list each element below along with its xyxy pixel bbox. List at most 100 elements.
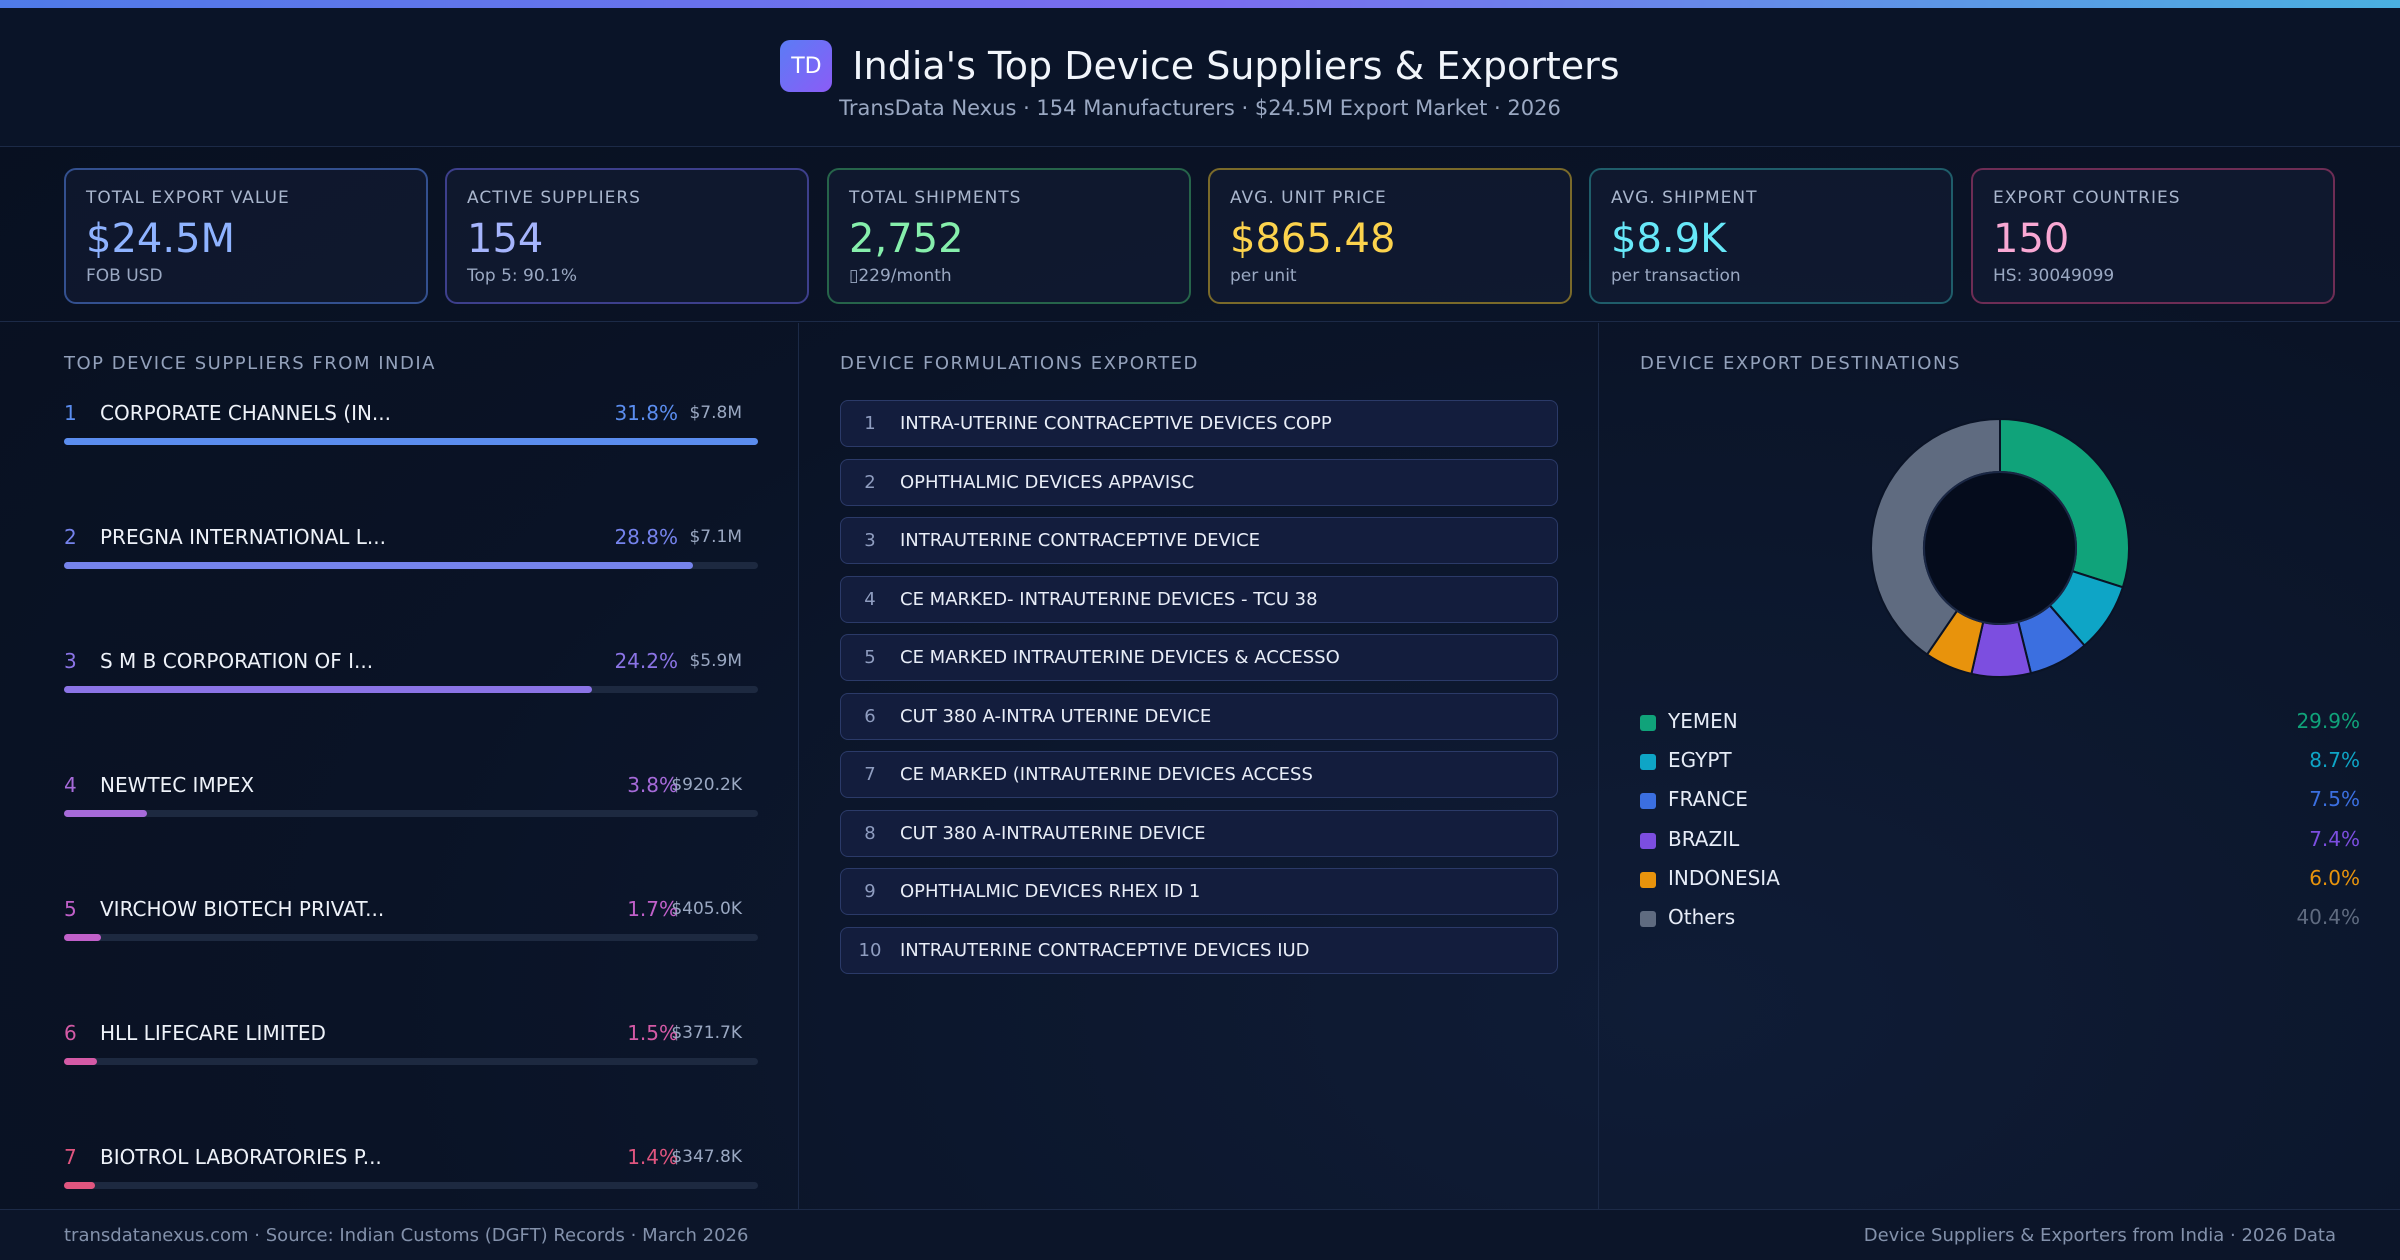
supplier-value: $405.0K <box>671 899 742 919</box>
formulation-item[interactable]: 7 CE MARKED (INTRAUTERINE DEVICES ACCESS <box>840 751 1558 798</box>
kpi-strip: TOTAL EXPORT VALUE $24.5M FOB USD ACTIVE… <box>0 148 2400 322</box>
legend-item-yemen[interactable]: YEMEN 29.9% <box>1640 709 2360 739</box>
supplier-share: 31.8% <box>614 401 678 425</box>
supplier-bar-fill <box>64 562 693 569</box>
panel-divider <box>798 323 799 1209</box>
supplier-value: $7.8M <box>689 403 742 423</box>
supplier-share: 3.8% <box>627 773 678 797</box>
formulation-item[interactable]: 3 INTRAUTERINE CONTRACEPTIVE DEVICE <box>840 517 1558 564</box>
supplier-rank: 3 <box>64 649 77 673</box>
kpi-sub: per unit <box>1230 266 1297 286</box>
formulation-item[interactable]: 4 CE MARKED- INTRAUTERINE DEVICES - TCU 3… <box>840 576 1558 623</box>
formulation-item[interactable]: 8 CUT 380 A-INTRAUTERINE DEVICE <box>840 810 1558 857</box>
supplier-bar-fill <box>64 810 147 817</box>
kpi-value: 154 <box>467 216 544 262</box>
legend-label: INDONESIA <box>1668 866 1780 890</box>
kpi-label: ACTIVE SUPPLIERS <box>467 188 641 208</box>
formulation-number: 7 <box>864 764 876 785</box>
supplier-row[interactable]: 4 NEWTEC IMPEX 3.8% $920.2K <box>64 773 758 833</box>
supplier-bar-fill <box>64 686 593 693</box>
panel-divider <box>1598 323 1599 1209</box>
kpi-value: $24.5M <box>86 216 236 262</box>
formulation-number: 10 <box>858 940 882 961</box>
supplier-share: 1.7% <box>627 897 678 921</box>
supplier-row[interactable]: 1 CORPORATE CHANNELS (IN... 31.8% $7.8M <box>64 401 758 461</box>
legend-item-france[interactable]: FRANCE 7.5% <box>1640 787 2360 817</box>
donut-center <box>1923 471 2077 625</box>
kpi-sub: per transaction <box>1611 266 1741 286</box>
supplier-bar-track <box>64 562 758 569</box>
formulation-number: 5 <box>864 647 876 668</box>
legend-percent: 7.4% <box>2309 827 2360 851</box>
formulation-number: 8 <box>864 823 876 844</box>
supplier-name: HLL LIFECARE LIMITED <box>100 1021 326 1045</box>
legend-item-others[interactable]: Others 40.4% <box>1640 905 2360 935</box>
supplier-name: VIRCHOW BIOTECH PRIVAT... <box>100 897 385 921</box>
kpi-label: AVG. UNIT PRICE <box>1230 188 1387 208</box>
supplier-share: 1.4% <box>627 1145 678 1169</box>
kpi-card-avg-unit-price: AVG. UNIT PRICE $865.48 per unit <box>1208 168 1572 304</box>
legend-percent: 6.0% <box>2309 866 2360 890</box>
legend-swatch <box>1640 793 1656 809</box>
supplier-row[interactable]: 6 HLL LIFECARE LIMITED 1.5% $371.7K <box>64 1021 758 1081</box>
supplier-name: NEWTEC IMPEX <box>100 773 255 797</box>
supplier-bar-track <box>64 438 758 445</box>
footer-source: transdatanexus.com · Source: Indian Cust… <box>64 1225 749 1246</box>
legend-label: FRANCE <box>1668 787 1748 811</box>
supplier-share: 1.5% <box>627 1021 678 1045</box>
destinations-donut-chart <box>1870 417 2130 678</box>
footer-caption: Device Suppliers & Exporters from India … <box>1863 1225 2336 1246</box>
formulation-number: 6 <box>864 706 876 727</box>
formulation-item[interactable]: 6 CUT 380 A-INTRA UTERINE DEVICE <box>840 693 1558 740</box>
legend-label: YEMEN <box>1668 709 1738 733</box>
supplier-name: S M B CORPORATION OF I... <box>100 649 374 673</box>
supplier-row[interactable]: 7 BIOTROL LABORATORIES P... 1.4% $347.8K <box>64 1145 758 1205</box>
legend-item-indonesia[interactable]: INDONESIA 6.0% <box>1640 866 2360 896</box>
kpi-label: TOTAL EXPORT VALUE <box>86 188 290 208</box>
formulation-name: CE MARKED (INTRAUTERINE DEVICES ACCESS <box>900 764 1313 785</box>
kpi-card-export-value: TOTAL EXPORT VALUE $24.5M FOB USD <box>64 168 428 304</box>
supplier-bar-track <box>64 810 758 817</box>
supplier-bar-fill <box>64 934 102 941</box>
supplier-row[interactable]: 3 S M B CORPORATION OF I... 24.2% $5.9M <box>64 649 758 709</box>
kpi-card-active-suppliers: ACTIVE SUPPLIERS 154 Top 5: 90.1% <box>445 168 809 304</box>
page-subtitle: TransData Nexus · 154 Manufacturers · $2… <box>839 96 1561 120</box>
supplier-bar-fill <box>64 1058 97 1065</box>
formulation-item[interactable]: 10 INTRAUTERINE CONTRACEPTIVE DEVICES IUD <box>840 927 1558 974</box>
suppliers-panel: TOP DEVICE SUPPLIERS FROM INDIA 1 CORPOR… <box>0 323 798 1209</box>
legend-item-egypt[interactable]: EGYPT 8.7% <box>1640 748 2360 778</box>
brand-logo: TD <box>780 40 833 92</box>
legend-label: Others <box>1668 905 1736 929</box>
supplier-bar-fill <box>64 438 758 445</box>
supplier-rank: 1 <box>64 401 77 425</box>
accent-top-bar <box>0 0 2400 8</box>
kpi-sub: ▯229/month <box>849 266 952 286</box>
kpi-value: $8.9K <box>1611 216 1727 262</box>
formulation-item[interactable]: 1 INTRA-UTERINE CONTRACEPTIVE DEVICES COP… <box>840 400 1558 447</box>
formulation-name: OPHTHALMIC DEVICES RHEX ID 1 <box>900 881 1201 902</box>
legend-swatch <box>1640 911 1656 927</box>
kpi-value: 2,752 <box>849 216 964 262</box>
legend-swatch <box>1640 754 1656 770</box>
formulation-item[interactable]: 9 OPHTHALMIC DEVICES RHEX ID 1 <box>840 868 1558 915</box>
kpi-value: 150 <box>1993 216 2070 262</box>
formulation-item[interactable]: 2 OPHTHALMIC DEVICES APPAVISC <box>840 459 1558 506</box>
legend-item-brazil[interactable]: BRAZIL 7.4% <box>1640 827 2360 857</box>
formulation-name: INTRAUTERINE CONTRACEPTIVE DEVICES IUD <box>900 940 1310 961</box>
supplier-row[interactable]: 5 VIRCHOW BIOTECH PRIVAT... 1.7% $405.0K <box>64 897 758 957</box>
supplier-rank: 2 <box>64 525 77 549</box>
supplier-name: PREGNA INTERNATIONAL L... <box>100 525 387 549</box>
formulation-name: CE MARKED INTRAUTERINE DEVICES & ACCESSO <box>900 647 1340 668</box>
formulation-number: 9 <box>864 881 876 902</box>
legend-swatch <box>1640 715 1656 731</box>
formulation-item[interactable]: 5 CE MARKED INTRAUTERINE DEVICES & ACCESS… <box>840 634 1558 681</box>
supplier-value: $371.7K <box>671 1023 742 1043</box>
legend-swatch <box>1640 833 1656 849</box>
supplier-bar-track <box>64 934 758 941</box>
formulation-number: 3 <box>864 530 876 551</box>
legend-percent: 40.4% <box>2296 905 2360 929</box>
supplier-row[interactable]: 2 PREGNA INTERNATIONAL L... 28.8% $7.1M <box>64 525 758 585</box>
legend-percent: 29.9% <box>2296 709 2360 733</box>
destinations-panel-title: DEVICE EXPORT DESTINATIONS <box>1640 353 1961 374</box>
legend-label: EGYPT <box>1668 748 1732 772</box>
